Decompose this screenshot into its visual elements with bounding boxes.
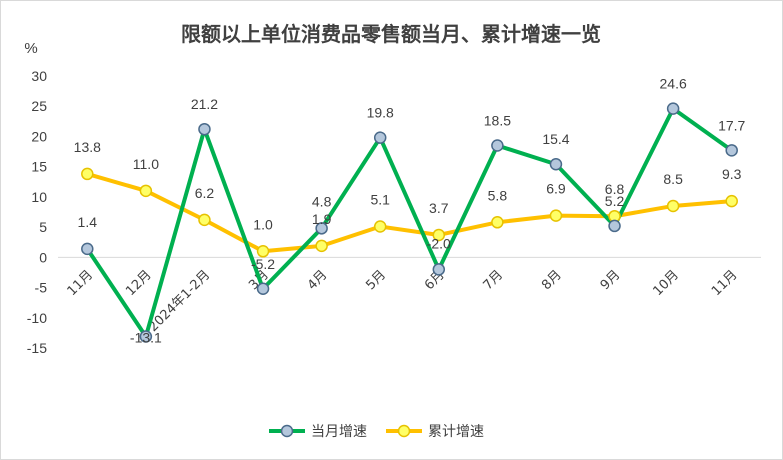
monthly-growth-label: 17.7 [718,117,745,133]
cumulative-growth-point [549,209,563,222]
cumulative-growth-point [491,216,504,229]
cumulative-growth-label: 6.8 [605,181,625,197]
monthly-growth-point [198,122,211,136]
monthly-growth-point [139,330,153,343]
monthly-growth-point [666,102,680,115]
series-lines [85,106,734,339]
legend-monthly-label: 当月增速 [311,424,367,440]
y-tick-label: 20 [31,128,47,144]
cumulative-growth-label: 11.0 [133,156,159,172]
cumulative-growth-point [315,239,328,253]
x-category-label: 4月 [305,268,331,294]
monthly-growth-label: -13.1 [130,330,162,346]
y-tick-label: -10 [27,310,47,326]
y-tick-label: 30 [31,68,47,84]
cumulative-growth-label: 5.1 [370,192,390,208]
cumulative-growth-label: 8.5 [663,171,683,187]
x-category-label: 10月 [650,268,681,299]
y-tick-label: 5 [39,219,47,235]
chart-title: 限额以上单位消费品零售额当月、累计增速一览 [181,22,601,46]
monthly-growth-point [81,242,94,256]
y-tick-label: -5 [35,280,48,296]
monthly-growth-label: 21.2 [191,96,218,112]
monthly-growth-label: 4.8 [312,193,332,209]
series-markers [81,102,738,343]
cumulative-growth-point [432,228,446,242]
y-axis-ticks: 30 25 20 15 10 5 0 -5 -10 -15 [27,68,47,356]
y-tick-label: -15 [27,340,47,356]
monthly-growth-point [315,222,328,235]
monthly-growth-label: -5.2 [251,256,275,272]
cumulative-growth-point [81,167,94,181]
x-category-label: 12月 [123,268,154,299]
x-category-label: 9月 [598,268,624,294]
x-category-label: 11月 [65,268,96,299]
monthly-growth-point [373,131,387,144]
monthly-growth-label: -2.0 [427,235,451,251]
monthly-growth-point [549,157,563,171]
monthly-growth-label: 1.4 [78,214,98,230]
y-tick-label: 25 [31,98,47,114]
legend-monthly-marker [280,424,294,438]
monthly-growth-line [85,106,734,339]
cumulative-growth-label: 3.7 [429,200,449,216]
legend-cumulative-marker [397,424,411,438]
monthly-growth-point [432,263,446,276]
cumulative-growth-label: 1.0 [253,216,273,232]
cumulative-growth-label: 5.8 [488,187,508,203]
monthly-growth-label: 24.6 [660,76,687,92]
x-category-label: 5月 [363,268,389,294]
cumulative-growth-label: 13.8 [74,139,101,155]
monthly-growth-point [491,139,504,152]
monthly-growth-point [725,144,738,157]
cumulative-growth-point [373,220,387,233]
legend: 当月增速 累计增速 [269,424,484,440]
monthly-growth-label: 18.5 [484,113,511,129]
y-tick-label: 15 [31,159,47,175]
cumulative-growth-point [198,213,211,227]
y-axis-unit-label: % [24,40,37,57]
cumulative-growth-point [256,245,270,258]
y-tick-label: 10 [31,189,47,205]
monthly-growth-label: 19.8 [367,105,394,121]
x-category-label: 8月 [539,268,565,294]
monthly-growth-point [608,219,621,233]
y-tick-label: 0 [39,249,47,265]
monthly-growth-point [256,282,270,296]
cumulative-growth-point [139,184,153,198]
cumulative-growth-point [666,199,680,213]
cumulative-growth-label: 6.2 [195,185,215,201]
x-category-label: 7月 [481,268,507,294]
monthly-growth-label: 5.2 [605,193,625,209]
cumulative-growth-label: 9.3 [722,166,742,182]
monthly-growth-label: 15.4 [542,131,569,147]
cumulative-growth-line [85,171,734,254]
legend-cumulative-label: 累计增速 [428,424,484,440]
data-labels: 1.4 -13.1 21.2 -5.2 4.8 19.8 -2.0 18.5 15.4 5.2 24… [74,76,746,346]
cumulative-growth-label: 6.9 [546,181,566,197]
x-category-label: 11月 [709,268,740,299]
cumulative-growth-point [725,194,738,208]
cumulative-growth-label: 1.9 [312,211,332,227]
